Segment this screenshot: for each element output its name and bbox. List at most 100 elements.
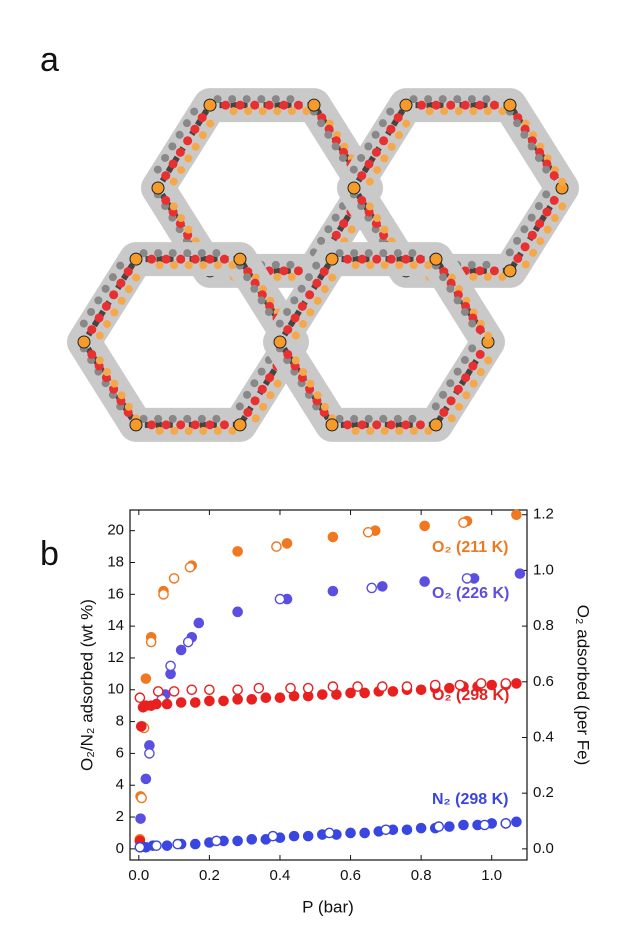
data-point [184,561,196,573]
atom [101,301,111,311]
atom [304,273,313,282]
atom [190,107,199,116]
data-point [145,636,157,648]
atom [357,254,367,264]
atom [455,402,464,411]
atom [408,414,417,423]
x-tick-label: 1.0 [481,867,502,884]
atom [161,195,171,205]
atom [371,130,380,139]
atom [177,214,186,223]
atom [317,236,326,245]
atom [468,361,478,371]
series-annotation: N₂ (298 K) [432,791,508,808]
atom [446,396,456,406]
data-point [511,678,522,689]
atom [425,107,434,116]
data-point [352,681,363,692]
data-point [419,520,430,532]
y-tick-label: 16 [107,585,124,602]
atom [520,242,530,252]
metal-atom [203,98,217,112]
data-point [366,582,378,594]
x-tick-label: 0.0 [128,867,149,884]
atom [542,190,551,199]
atom [265,373,275,383]
data-point [204,695,215,707]
atom [212,249,221,258]
data-point [458,517,469,529]
data-point [211,835,222,847]
metal-atom [325,252,339,266]
atom [440,107,449,116]
panel-label: b [40,535,59,573]
data-point [232,606,243,618]
data-point [327,681,339,692]
atom [94,296,103,305]
atom [372,420,382,430]
data-point [500,818,512,829]
atom [317,119,326,128]
data-point [359,687,370,699]
data-point [511,816,522,828]
y-tick-label: 18 [107,553,124,570]
atom [331,230,341,240]
atom [542,207,552,217]
atom [213,426,222,435]
atom [279,100,289,110]
atom [475,349,485,359]
metal-atom [129,252,143,266]
atom [257,384,267,394]
atom [197,414,206,423]
atom [373,214,382,223]
series-annotation: O₂ (226 K) [432,585,509,602]
atom [170,426,179,435]
atom [319,267,329,277]
atom [258,107,267,116]
atom [549,195,559,205]
atom [250,396,260,406]
atom [387,142,396,151]
data-point [134,841,146,853]
data-point [151,698,162,710]
atom [275,319,284,328]
atom [168,414,177,423]
atom [153,165,162,174]
data-point [136,792,147,804]
atom [409,95,418,104]
atom [183,414,192,423]
atom [124,285,133,294]
data-point [461,573,473,584]
atom [312,278,322,288]
atom [409,426,418,435]
atom [335,249,344,258]
atom [453,95,462,104]
atom [351,261,360,270]
atom [168,142,177,151]
atom [438,95,447,104]
series-annotation: O₂ (298 K) [432,687,509,704]
atom [250,100,260,110]
atom [350,249,359,258]
atom [469,272,478,281]
y-tick-label: 10 [107,681,124,698]
data-point [419,576,430,587]
data-point [415,684,427,696]
atom [213,261,222,270]
data-point [327,531,339,543]
atom [293,266,303,276]
atom [228,261,237,270]
atom [542,165,551,174]
atom [505,248,514,257]
data-point [144,748,155,759]
y2-tick-label: 0.4 [533,728,554,745]
metal-atom [503,264,517,278]
metal-atom [77,335,91,349]
atom [393,113,403,123]
atom [205,420,215,430]
atom [273,379,282,388]
atom [271,260,280,269]
data-point [458,819,469,831]
plot-frame [129,509,528,861]
